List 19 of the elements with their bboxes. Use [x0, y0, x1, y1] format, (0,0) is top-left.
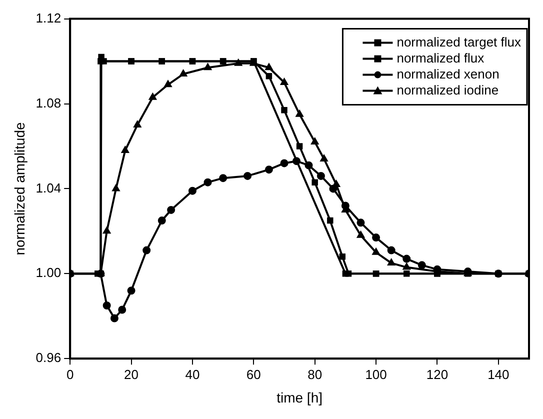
x-axis-title: time [h] — [276, 389, 323, 406]
x-tick-label: 20 — [124, 366, 139, 382]
x-tick-label: 0 — [66, 366, 74, 382]
legend-label: normalized flux — [396, 50, 485, 66]
x-tick-label: 80 — [308, 366, 322, 382]
y-axis-title: normalized amplitude — [11, 122, 28, 256]
x-tick-label: 40 — [185, 366, 200, 382]
y-tick-label: 1.08 — [36, 95, 62, 110]
y-tick-label: 1.12 — [36, 10, 62, 26]
y-tick-label: 1.00 — [36, 265, 62, 280]
x-tick-label: 100 — [365, 366, 387, 382]
x-tick-label: 120 — [426, 366, 448, 382]
y-tick-label: 1.04 — [36, 180, 62, 196]
legend-label: normalized iodine — [396, 82, 499, 98]
legend-label: normalized xenon — [396, 66, 500, 82]
x-tick-label: 60 — [246, 366, 261, 382]
x-tick-label: 140 — [488, 366, 510, 382]
y-tick-label: 0.96 — [36, 350, 62, 366]
legend-label: normalized target flux — [396, 34, 522, 50]
